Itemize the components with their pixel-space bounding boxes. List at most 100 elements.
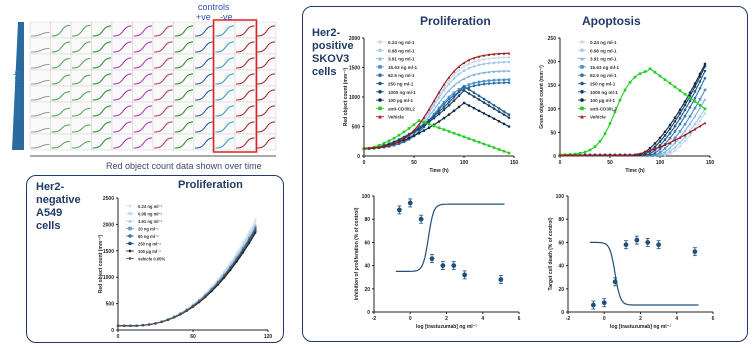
- fit-curve: [395, 203, 505, 272]
- well-trace: [256, 25, 276, 37]
- data-point: [129, 324, 132, 327]
- data-point: [482, 62, 486, 66]
- data-point: [482, 142, 486, 146]
- data-point: [387, 143, 391, 147]
- data-point: [688, 133, 692, 137]
- y-tick-label: 1000: [349, 95, 360, 101]
- data-point: [502, 110, 506, 113]
- data-point: [502, 149, 506, 153]
- data-point: [628, 153, 632, 157]
- data-point: [477, 59, 481, 62]
- well-trace: [194, 73, 214, 85]
- controls-label: controls: [198, 2, 230, 12]
- data-point: [229, 268, 232, 272]
- data-point: [412, 129, 416, 132]
- data-point: [583, 150, 587, 154]
- data-point: [123, 324, 126, 327]
- well-trace: [153, 41, 173, 53]
- data-point: [643, 150, 647, 154]
- legend-label: 0.24 ng ml-1: [590, 40, 617, 45]
- series-line: [559, 67, 706, 156]
- data-point: [653, 71, 657, 74]
- data-point: [429, 256, 435, 262]
- data-point: [457, 65, 461, 68]
- data-point: [673, 136, 677, 140]
- data-point: [254, 220, 257, 223]
- data-point: [422, 118, 426, 122]
- data-point: [482, 54, 486, 57]
- data-point: [688, 96, 692, 100]
- data-point: [432, 112, 436, 116]
- legend-label: anti-CD3/IL2: [388, 106, 415, 111]
- data-point: [447, 89, 451, 92]
- data-point: [703, 121, 707, 125]
- legend-label: 3.91 ng ml-1: [388, 57, 415, 62]
- legend-label: Vehicle: [590, 115, 606, 120]
- data-point: [477, 55, 481, 58]
- data-point: [223, 274, 226, 277]
- data-point: [437, 91, 441, 94]
- well-trace: [92, 41, 112, 53]
- data-point: [457, 90, 461, 94]
- data-point: [507, 81, 511, 84]
- data-point: [477, 80, 481, 84]
- data-point: [502, 78, 506, 82]
- well-trace: [31, 63, 50, 69]
- well-trace: [92, 73, 112, 85]
- well-trace: [174, 41, 194, 53]
- x-tick-label: 0: [117, 334, 120, 340]
- a549-proliferation-chart: 0 500 1000 1500 2000 2500 0 60 120 Red object cou…: [98, 196, 272, 340]
- x-tick-label: 100: [460, 160, 469, 166]
- data-point: [678, 117, 682, 120]
- data-point: [427, 120, 431, 124]
- data-point: [402, 137, 406, 141]
- well-trace: [71, 91, 91, 101]
- data-point: [447, 75, 451, 79]
- data-point: [603, 132, 607, 135]
- data-point: [492, 61, 496, 65]
- legend-label: 250 ng ml-1: [388, 82, 414, 87]
- data-point: [487, 61, 491, 65]
- y-tick-label: 1000: [103, 275, 114, 281]
- well-trace: [194, 89, 214, 101]
- data-point: [204, 294, 207, 297]
- data-point: [703, 88, 707, 92]
- y-tick-label: 100: [556, 194, 565, 200]
- data-point: [590, 302, 596, 308]
- data-point: [492, 56, 496, 60]
- well-trace: [153, 25, 173, 37]
- data-point: [447, 104, 451, 107]
- y-tick-label: 20: [364, 287, 370, 293]
- data-point: [507, 56, 511, 59]
- data-point: [487, 114, 491, 118]
- well-trace: [194, 25, 214, 37]
- x-tick-label: 50: [607, 160, 613, 166]
- data-point: [497, 119, 501, 123]
- legend-label: 0.98 ng ml⁻¹: [138, 212, 163, 217]
- data-point: [663, 150, 667, 154]
- data-point: [422, 116, 426, 119]
- data-point: [179, 312, 182, 316]
- data-point: [248, 236, 251, 240]
- data-point: [683, 92, 687, 96]
- well-trace: [235, 105, 255, 117]
- data-point: [693, 106, 697, 110]
- data-point: [588, 153, 592, 157]
- data-point: [648, 152, 652, 155]
- data-point: [507, 60, 511, 64]
- data-point: [457, 68, 461, 72]
- plate-caption: Red object count data shown over time: [106, 161, 262, 171]
- data-point: [683, 139, 687, 143]
- well-trace: [51, 24, 71, 37]
- data-point: [568, 153, 572, 157]
- data-point: [653, 153, 657, 157]
- data-point: [467, 86, 471, 89]
- legend-label: 3.91 ng ml-1: [590, 57, 617, 62]
- y-tick-label: 0: [367, 310, 370, 316]
- y-axis-label: Green object count (mm⁻²): [539, 65, 545, 129]
- data-point: [437, 108, 441, 111]
- x-tick-label: 4: [481, 316, 484, 322]
- data-point: [427, 108, 431, 111]
- data-point: [467, 92, 471, 95]
- data-point: [507, 125, 511, 128]
